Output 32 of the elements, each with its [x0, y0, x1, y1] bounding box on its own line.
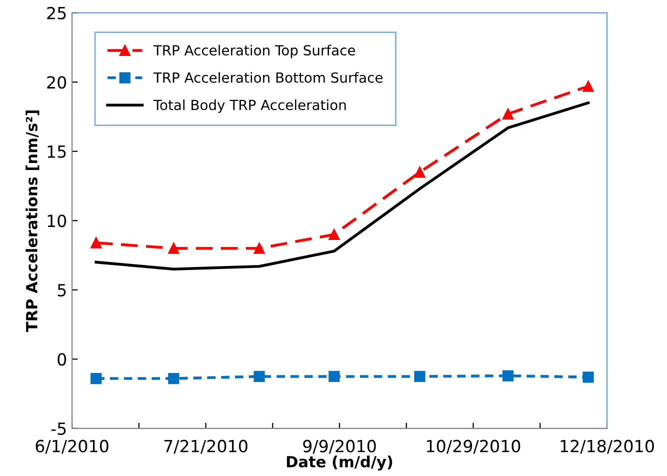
y-tick-label: 5: [58, 284, 66, 296]
point: [414, 166, 426, 178]
x-tick-label: 7/21/2010: [164, 440, 248, 454]
point: [328, 228, 340, 240]
x-tick-label: 12/18/2010: [560, 440, 654, 454]
point: [168, 372, 180, 384]
y-tick-label: 20: [47, 76, 66, 89]
point: [502, 370, 514, 382]
legend-label: Total Body TRP Acceleration: [153, 99, 346, 113]
x-tick-label: 10/29/2010: [427, 440, 520, 454]
y-tick-label: 15: [48, 146, 66, 158]
point: [90, 372, 102, 384]
y-axis-title: TRP Accelerations [nm/s²]: [26, 110, 40, 332]
point: [328, 370, 340, 382]
point: [414, 370, 426, 382]
y-tick-label: 10: [48, 214, 66, 228]
point: [582, 372, 594, 383]
x-axis-title: Date (m/d/y): [286, 456, 392, 471]
point: [168, 242, 180, 254]
y-tick-label: -5: [51, 422, 66, 435]
point: [502, 108, 514, 120]
point: [582, 80, 594, 92]
y-tick-label: 25: [47, 6, 66, 20]
point: [90, 237, 102, 248]
line-series: [94, 101, 590, 270]
point: [254, 370, 265, 382]
x-tick-label: 9/9/2010: [303, 440, 376, 454]
legend-label: TRP Acceleration Top Surface: [153, 44, 356, 58]
x-tick-label: 6/1/2010: [36, 440, 108, 454]
y-tick-label: 0: [58, 353, 66, 366]
legend-label: TRP Acceleration Bottom Surface: [153, 72, 383, 83]
point: [254, 242, 265, 254]
